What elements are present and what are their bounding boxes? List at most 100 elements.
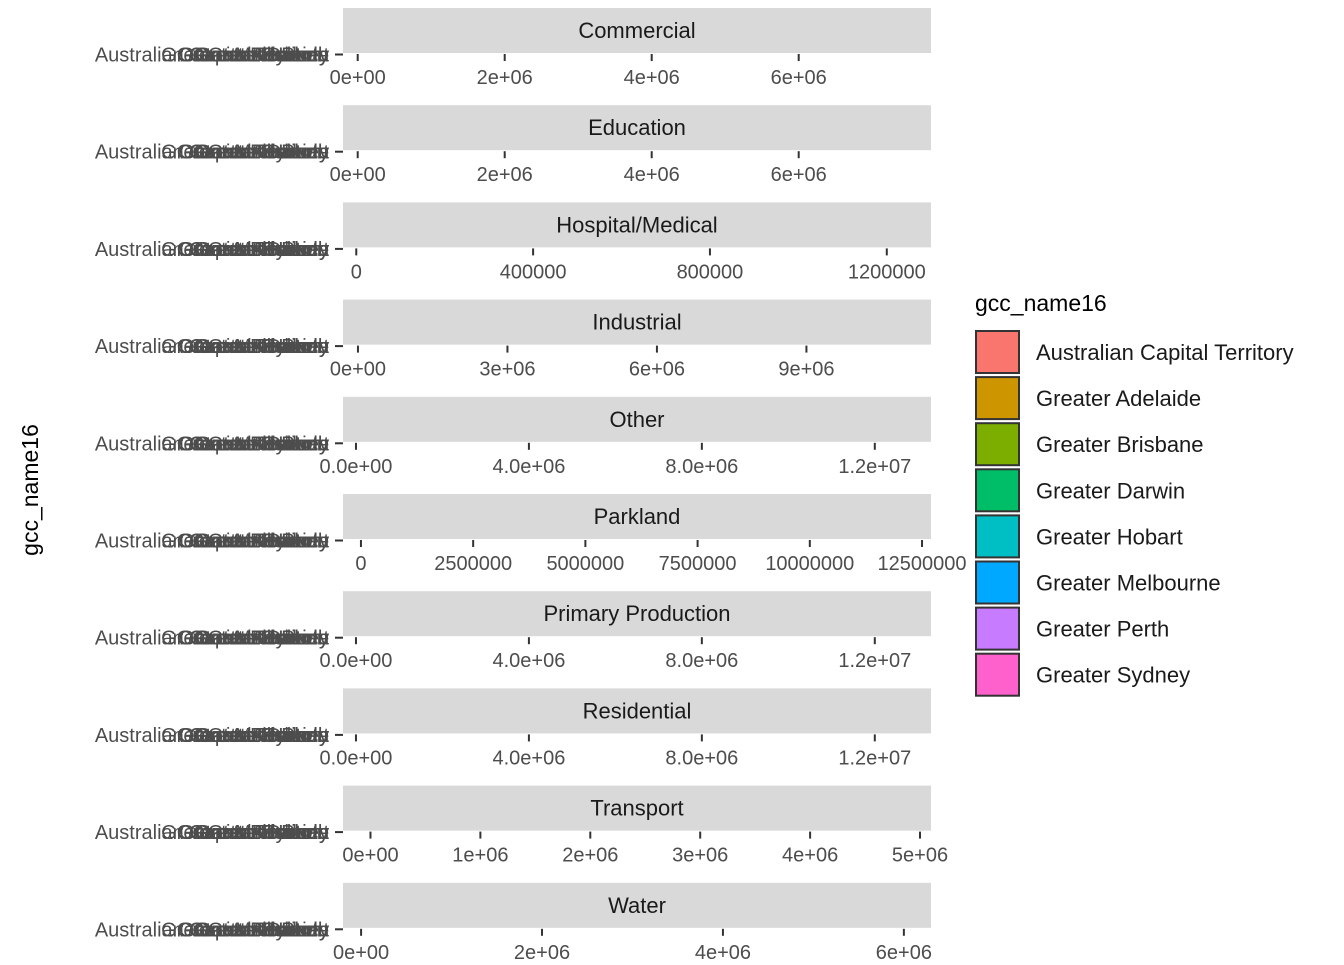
y-tick-label: Greater Darwin	[193, 142, 329, 164]
x-tick-label: 8.0e+06	[665, 456, 738, 478]
legend-item-greater-sydney: Greater Sydney	[975, 652, 1190, 697]
legend-title: gcc_name16	[975, 290, 1107, 316]
x-tick-label: 800000	[677, 261, 744, 283]
x-tick-label: 8.0e+06	[665, 650, 738, 672]
y-tick-label: Australian Capital Territory	[95, 433, 329, 455]
y-tick-label: Greater Hobart	[196, 239, 330, 261]
y-tick-label: Greater Melbourne	[161, 45, 329, 67]
y-tick-label: Greater Hobart	[196, 336, 330, 358]
legend-key	[975, 560, 1020, 605]
x-tick-label: 1.2e+07	[838, 747, 911, 769]
y-tick-label: Greater Darwin	[193, 433, 329, 455]
y-tick-label: Greater Melbourne	[161, 336, 329, 358]
facet-strip-label: Industrial	[592, 310, 681, 335]
y-tick-label: Greater Adelaide	[179, 628, 329, 650]
legend-item-greater-perth: Greater Perth	[975, 606, 1169, 651]
legend-label: Greater Darwin	[1036, 478, 1185, 503]
y-tick-label: Greater Hobart	[196, 142, 330, 164]
y-tick-label: Greater Adelaide	[179, 336, 329, 358]
x-tick-label: 0e+00	[342, 845, 398, 867]
y-tick-label: Greater Perth	[208, 725, 329, 747]
legend-item-greater-brisbane: Greater Brisbane	[975, 422, 1204, 467]
y-tick-label: Greater Hobart	[196, 919, 330, 941]
y-tick-label: Greater Brisbane	[177, 45, 329, 67]
x-tick-label: 2500000	[434, 553, 512, 575]
x-tick-label: 2e+06	[514, 942, 570, 960]
y-tick-label: Greater Adelaide	[179, 45, 329, 67]
facet-strip	[343, 882, 931, 928]
x-tick-label: 4.0e+06	[492, 650, 565, 672]
legend-item-greater-hobart: Greater Hobart	[975, 514, 1183, 559]
facet-strip-label: Other	[609, 407, 664, 432]
y-tick-label: Greater Sydney	[189, 239, 329, 261]
y-tick-label: Greater Hobart	[196, 45, 330, 67]
x-tick-label: 0.0e+00	[320, 747, 393, 769]
x-tick-label: 3e+06	[479, 359, 535, 381]
facet-strip-label: Water	[608, 893, 666, 918]
x-tick-label: 0e+00	[330, 67, 386, 89]
facet-education: Education 0e+00 2e+06 4e+06 6e+06 Australian …	[95, 105, 931, 186]
facet-strip-label: Hospital/Medical	[556, 212, 717, 237]
x-tick-label: 7500000	[659, 553, 737, 575]
facet-other: Other 0.0e+00 4.0e+06 8.0e+06 1.2e+07 Austral…	[95, 396, 931, 478]
y-tick-label: Greater Darwin	[193, 628, 329, 650]
y-tick-label: Australian Capital Territory	[95, 336, 329, 358]
y-tick-label: Australian Capital Territory	[95, 919, 329, 941]
facet-strip	[343, 396, 931, 442]
y-tick-label: Greater Sydney	[189, 336, 329, 358]
x-tick-label: 0	[351, 261, 362, 283]
facet-industrial: Industrial 0e+00 3e+06 6e+06 9e+06 Australian…	[95, 299, 931, 381]
y-tick-label: Greater Perth	[208, 628, 329, 650]
y-tick-label: Greater Adelaide	[179, 433, 329, 455]
y-tick-label: Greater Melbourne	[161, 725, 329, 747]
y-tick-label: Greater Darwin	[193, 239, 329, 261]
y-tick-label: Greater Darwin	[193, 336, 329, 358]
facet-strip-label: Commercial	[578, 18, 695, 43]
y-tick-label: Greater Adelaide	[179, 822, 329, 844]
y-tick-label: Greater Brisbane	[177, 336, 329, 358]
x-tick-label: 0	[355, 553, 366, 575]
y-tick-label: Greater Sydney	[189, 628, 329, 650]
legend-label: Greater Perth	[1036, 617, 1169, 642]
facet-residential: Residential 0.0e+00 4.0e+06 8.0e+06 1.2e+07 A…	[95, 688, 931, 769]
y-tick-label: Greater Perth	[208, 822, 329, 844]
y-tick-label: Greater Sydney	[189, 725, 329, 747]
y-tick-label: Greater Sydney	[189, 822, 329, 844]
y-tick-label: Greater Perth	[208, 142, 329, 164]
y-tick-label: Greater Melbourne	[161, 239, 329, 261]
y-tick-label: Greater Perth	[208, 531, 329, 553]
y-tick-label: Greater Hobart	[196, 433, 330, 455]
x-tick-label: 5000000	[546, 553, 624, 575]
y-tick-label: Greater Brisbane	[177, 725, 329, 747]
y-tick-label: Greater Hobart	[196, 822, 330, 844]
y-tick-label: Greater Darwin	[193, 531, 329, 553]
y-tick-label: Greater Melbourne	[161, 822, 329, 844]
y-tick-label: Greater Brisbane	[177, 531, 329, 553]
facets: Commercial 0e+00 2e+06 4e+06 6e+06 Australian…	[95, 8, 967, 964]
y-tick-label: Australian Capital Territory	[95, 239, 329, 261]
facet-parkland: Parkland 0 2500000 5000000 7500000 10000000 12…	[95, 494, 967, 575]
legend-key	[975, 468, 1020, 513]
x-tick-label: 5e+06	[892, 845, 948, 867]
facet-commercial: Commercial 0e+00 2e+06 4e+06 6e+06 Australian…	[95, 8, 931, 89]
y-tick-label: Greater Brisbane	[177, 142, 329, 164]
y-tick-label: Greater Melbourne	[161, 142, 329, 164]
x-tick-label: 12500000	[878, 553, 967, 575]
x-tick-label: 4e+06	[782, 845, 838, 867]
y-tick-label: Greater Perth	[208, 433, 329, 455]
legend-label: Greater Melbourne	[1036, 571, 1221, 596]
y-tick-label: Greater Hobart	[196, 725, 330, 747]
facet-strip-label: Education	[588, 115, 686, 140]
x-tick-label: 2e+06	[477, 164, 533, 186]
x-tick-label: 1e+06	[452, 845, 508, 867]
x-tick-label: 6e+06	[771, 164, 827, 186]
y-tick-label: Greater Brisbane	[177, 919, 329, 941]
x-tick-label: 0.0e+00	[320, 456, 393, 478]
x-tick-label: 400000	[500, 261, 567, 283]
y-axis-title: gcc_name16	[17, 424, 43, 556]
facet-strip	[343, 8, 931, 53]
legend-key	[975, 514, 1020, 559]
x-tick-label: 8.0e+06	[665, 747, 738, 769]
facet-strip	[343, 785, 931, 831]
